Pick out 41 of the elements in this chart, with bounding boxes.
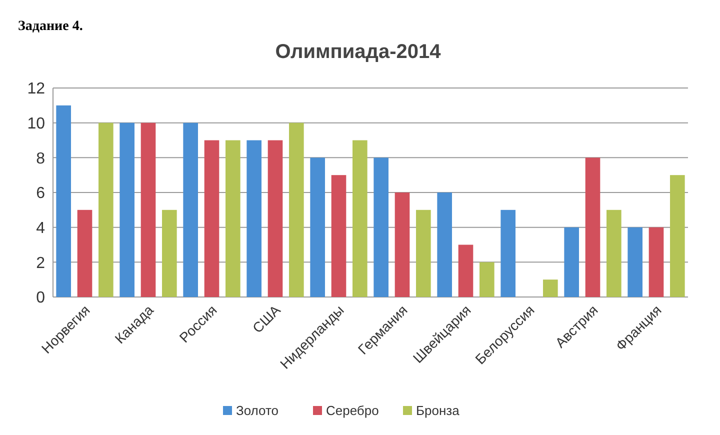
bar (98, 122, 114, 297)
bar (331, 175, 346, 297)
y-tick-label: 10 (27, 115, 46, 132)
legend-label: Серебро (326, 403, 379, 418)
bar (394, 192, 410, 297)
bar (162, 210, 177, 297)
y-tick-label: 8 (36, 150, 46, 168)
chart-title: Олимпиада-2014 (275, 41, 442, 63)
y-tick-label: 4 (36, 220, 46, 237)
bar (458, 244, 474, 297)
bar (585, 158, 600, 297)
bar (500, 210, 516, 297)
bar (77, 210, 92, 297)
bar (246, 140, 262, 297)
bar (120, 122, 134, 297)
bar (480, 262, 494, 297)
bar (56, 105, 71, 297)
y-tick-label: 0 (36, 290, 46, 307)
text: Задание 4. (18, 19, 83, 34)
bar (648, 227, 664, 297)
y-tick-label: 12 (27, 80, 46, 98)
bar (670, 175, 685, 297)
y-tick-label: 2 (36, 254, 46, 272)
bar (183, 122, 198, 297)
bar (374, 158, 388, 297)
bar (564, 227, 579, 297)
bar (310, 158, 325, 297)
bar (628, 227, 642, 297)
y-tick-label: 6 (36, 185, 46, 202)
bar (289, 122, 304, 297)
legend-label: Бронза (416, 403, 460, 418)
bar (416, 210, 431, 297)
bar (543, 280, 558, 297)
bar (268, 140, 283, 297)
bar (204, 140, 220, 297)
bar (226, 140, 240, 297)
bar (606, 210, 622, 297)
legend-label: Золото (236, 403, 279, 418)
bar (352, 140, 368, 297)
bar (140, 122, 156, 297)
bar (437, 192, 452, 297)
